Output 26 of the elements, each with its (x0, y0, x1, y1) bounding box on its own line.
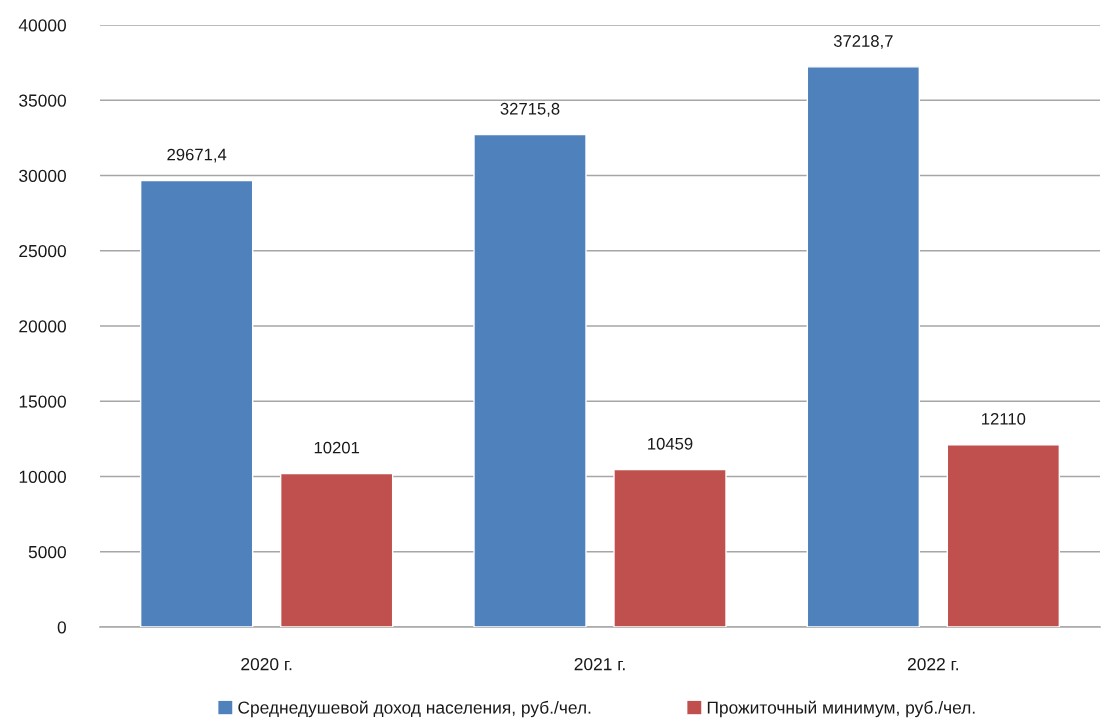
y-tick-label: 25000 (19, 244, 66, 258)
data-label: 29671,4 (167, 148, 227, 163)
x-tick-label: 2020 г. (241, 658, 292, 671)
legend-label: Среднедушевой доход населения, руб./чел. (238, 700, 591, 718)
y-tick-label: 0 (57, 621, 66, 634)
y-tick-label: 40000 (18, 19, 66, 32)
bar (806, 66, 921, 627)
y-tick-label: 5000 (28, 545, 66, 559)
data-label: 32715,8 (500, 102, 560, 117)
bar (279, 472, 394, 627)
x-tick-label: 2022 г. (907, 658, 958, 671)
legend-label: Прожиточный минимум, руб./чел. (707, 700, 975, 718)
y-tick-label: 20000 (19, 320, 66, 333)
y-tick-label: 35000 (19, 94, 66, 107)
bar (139, 179, 254, 627)
data-label: 12110 (982, 412, 1026, 425)
bar (613, 468, 727, 627)
data-label: 37218,7 (833, 35, 893, 49)
y-tick-label: 10000 (19, 470, 66, 483)
y-tick-label: 15000 (19, 395, 66, 408)
bar (473, 133, 587, 627)
data-label: 10201 (314, 441, 360, 454)
data-label: 10459 (648, 437, 693, 450)
bar (946, 444, 1061, 627)
y-tick-label: 30000 (19, 169, 66, 182)
x-tick-label: 2021 г. (574, 658, 625, 671)
